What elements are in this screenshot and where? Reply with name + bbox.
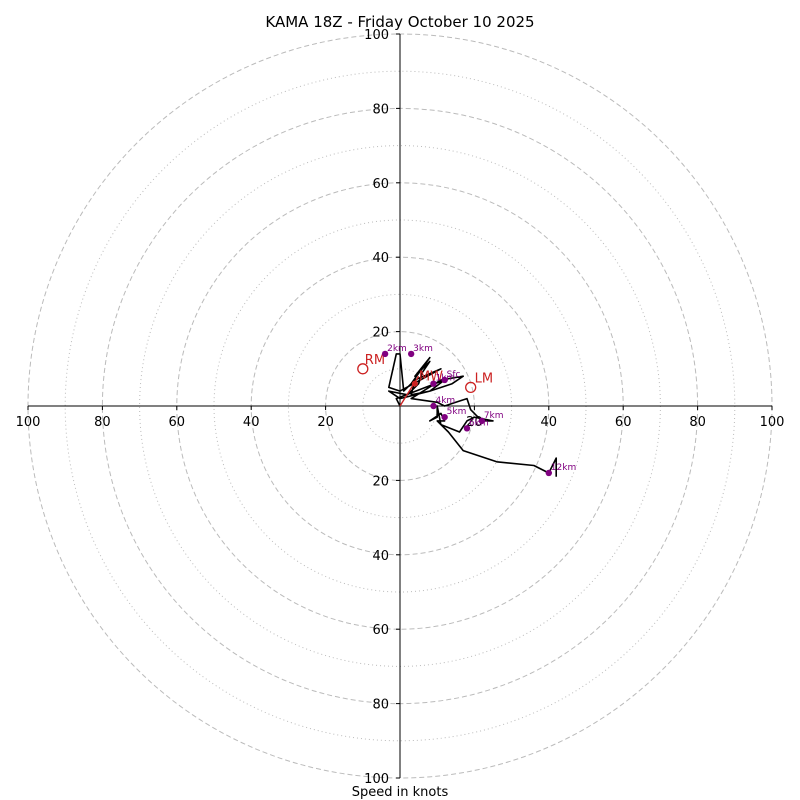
y-tick-label: 60 — [372, 623, 389, 638]
height-marker-4km — [430, 402, 437, 410]
height-label-5km: 5km — [447, 407, 467, 417]
x-tick-label: 20 — [317, 415, 334, 430]
x-tick-label: 60 — [169, 415, 186, 430]
motion-marker-rm — [357, 363, 369, 375]
height-label-12km: 12km — [551, 463, 576, 473]
x-axis-label: Speed in knots — [352, 785, 449, 800]
y-tick-label: 100 — [364, 28, 389, 43]
height-label-1km: 1km — [435, 374, 455, 384]
y-tick-label: 80 — [372, 698, 389, 713]
height-label-2km: 2km — [387, 344, 407, 354]
x-tick-label: 60 — [615, 415, 632, 430]
y-tick-label: 100 — [364, 772, 389, 787]
y-tick-label: 60 — [372, 177, 389, 192]
height-marker-2km — [381, 350, 389, 358]
motion-marker-mw — [411, 380, 418, 387]
motion-label-lm: LM — [475, 371, 493, 386]
x-tick-label: 40 — [243, 415, 260, 430]
height-label-6km: 6km — [469, 418, 489, 428]
y-tick-label: 40 — [372, 549, 389, 564]
height-label-3km: 3km — [413, 344, 433, 354]
height-marker-5km — [441, 413, 448, 421]
x-tick-label: 80 — [689, 415, 706, 430]
y-tick-label: 80 — [372, 102, 389, 117]
x-tick-label: 40 — [541, 415, 558, 430]
height-label-4km: 4km — [435, 396, 455, 406]
tick-labels: 100 80 60 40 20 20 40 60 80 100100806040202040608… — [16, 28, 785, 787]
height-label-sfc: Sfc — [447, 370, 461, 380]
x-tick-label: 80 — [94, 415, 111, 430]
y-tick-label: 20 — [372, 326, 389, 341]
height-marker-1km — [430, 380, 437, 387]
x-tick-label: 100 — [760, 415, 785, 430]
x-tick-label: 100 — [16, 415, 41, 430]
y-tick-label: 40 — [372, 251, 389, 266]
motion-marker-lm — [465, 381, 477, 394]
height-marker-12km — [545, 469, 552, 477]
height-marker-sfc — [441, 376, 448, 384]
storm-motion-markers: RM LM MW — [357, 353, 493, 407]
height-marker-6km — [463, 425, 471, 432]
height-marker-7km — [478, 417, 486, 425]
height-marker-3km — [407, 350, 415, 358]
chart-title: KAMA 18Z - Friday October 10 2025 — [265, 13, 534, 31]
y-tick-label: 20 — [372, 474, 389, 489]
motion-label-mw: MW — [419, 370, 443, 385]
height-label-7km: 7km — [484, 411, 504, 421]
motion-label-rm: RM — [365, 353, 385, 368]
